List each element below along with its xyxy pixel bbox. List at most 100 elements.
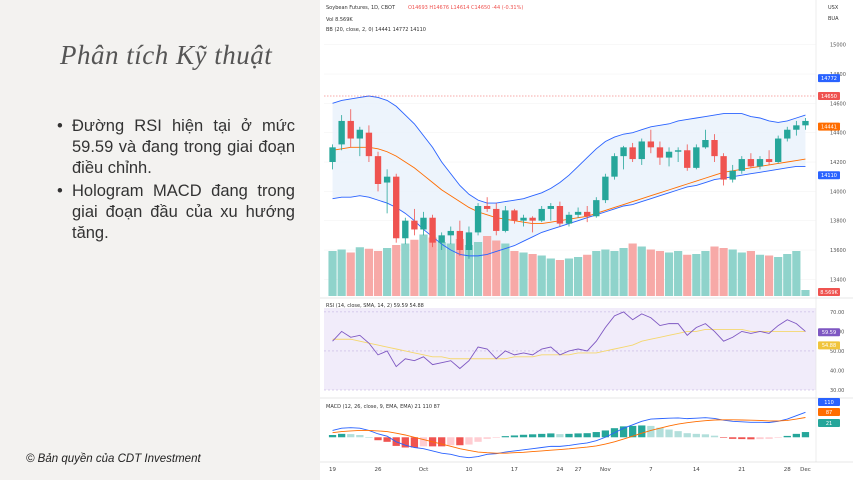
volume-bar [719, 248, 728, 296]
volume-bar [364, 248, 374, 296]
volume-bar [628, 243, 637, 296]
candle-body[interactable] [393, 176, 400, 239]
candle-body[interactable] [729, 170, 736, 180]
bb-lower-tag: 14110 [821, 173, 837, 179]
histogram-value-tag-bg [818, 419, 840, 427]
candle-body[interactable] [620, 147, 627, 157]
volume-bar [610, 251, 619, 296]
macd-histogram-bar [710, 435, 719, 438]
volume-bar [783, 254, 792, 296]
candle-body[interactable] [547, 206, 554, 209]
macd-histogram-bar [447, 437, 455, 446]
candle-body[interactable] [802, 120, 809, 126]
bb-mid-tag-bg [818, 122, 840, 131]
candle-body[interactable] [638, 141, 645, 160]
candle-body[interactable] [374, 156, 382, 184]
candle-body[interactable] [629, 147, 636, 160]
candle-body[interactable] [383, 176, 391, 183]
bullet-list: Đường RSI hiện tại ở mức 59.59 và đang t… [55, 116, 295, 246]
candle-body[interactable] [538, 208, 545, 221]
volume-bar [455, 239, 464, 296]
candle-body[interactable] [693, 147, 700, 168]
candle-body[interactable] [611, 156, 618, 177]
volume-bar [692, 254, 701, 296]
volume-bar [546, 258, 555, 296]
candle-body[interactable] [565, 214, 573, 224]
candle-body[interactable] [411, 220, 418, 230]
volume-bar [710, 246, 719, 296]
time-axis-tick: 17 [511, 467, 518, 473]
candle-body[interactable] [665, 151, 673, 158]
rsi-axis-tick: 50.00 [830, 349, 844, 355]
candle-body[interactable] [402, 220, 409, 239]
candle-body[interactable] [474, 206, 482, 233]
candle-body[interactable] [483, 206, 491, 209]
macd-histogram-bar [756, 437, 764, 440]
candle-body[interactable] [765, 159, 773, 162]
candle-body[interactable] [656, 147, 664, 158]
last-price-tag-bg [818, 92, 840, 100]
candle-body[interactable] [511, 210, 518, 221]
trading-chart[interactable]: 1500014800146001440014200140001380013600… [320, 0, 853, 480]
candle-body[interactable] [420, 217, 427, 230]
rsi-axis-tick: 30.00 [830, 388, 844, 394]
macd-histogram-bar [601, 430, 610, 438]
macd-histogram-bar [338, 433, 346, 438]
candle-body[interactable] [556, 206, 564, 224]
candle-body[interactable] [520, 217, 527, 221]
bullet-rsi: Đường RSI hiện tại ở mức 59.59 và đang t… [55, 116, 295, 179]
candle-body[interactable] [584, 211, 591, 217]
candle-body[interactable] [684, 150, 691, 168]
candle-body[interactable] [438, 235, 445, 243]
currency-sub-label: BUA [828, 16, 839, 22]
candle-body[interactable] [338, 120, 345, 145]
rsi-axis-tick: 70.00 [830, 310, 844, 316]
candle-body[interactable] [702, 140, 709, 148]
volume-bar [746, 251, 755, 296]
price-axis-tick: 13600 [830, 248, 846, 254]
candle-body[interactable] [593, 200, 600, 217]
candle-body[interactable] [347, 120, 354, 139]
chart-svg[interactable]: 1500014800146001440014200140001380013600… [320, 0, 853, 480]
macd-histogram-bar [410, 437, 419, 448]
candle-body[interactable] [456, 230, 464, 250]
candle-body[interactable] [447, 230, 454, 236]
candle-body[interactable] [647, 141, 655, 148]
signal-value-tag-bg [818, 408, 840, 416]
candle-body[interactable] [356, 129, 364, 139]
macd-histogram-bar [638, 425, 646, 438]
macd-histogram-bar [792, 433, 800, 438]
candle-body[interactable] [720, 156, 727, 180]
time-axis-tick: Nov [600, 467, 611, 473]
candle-body[interactable] [602, 176, 609, 201]
candle-body[interactable] [329, 147, 336, 162]
volume-bar [483, 236, 492, 296]
rsi-value-tag: 59.59 [822, 330, 836, 336]
time-axis-tick: 19 [329, 467, 336, 473]
macd-histogram-bar [801, 432, 810, 438]
candle-body[interactable] [465, 232, 473, 250]
macd-value-tag-bg [818, 398, 840, 406]
candle-body[interactable] [793, 125, 800, 130]
rsi-value-tag-bg [818, 328, 840, 337]
candle-body[interactable] [674, 150, 682, 152]
volume-bar [592, 251, 601, 296]
time-axis-tick: 27 [575, 467, 582, 473]
candle-body[interactable] [711, 140, 718, 157]
candle-body[interactable] [747, 159, 755, 167]
candle-body[interactable] [738, 159, 745, 171]
volume-bar [492, 240, 501, 296]
macd-histogram-bar [374, 437, 382, 441]
last-price-tag: 14650 [821, 94, 837, 100]
macd-histogram-bar [501, 436, 509, 438]
time-axis-tick: 10 [465, 467, 472, 473]
candle-body[interactable] [429, 217, 436, 243]
candle-body[interactable] [529, 217, 536, 221]
candle-body[interactable] [493, 208, 500, 231]
candle-body[interactable] [756, 159, 764, 167]
candle-body[interactable] [365, 132, 373, 157]
candle-body[interactable] [574, 211, 582, 215]
candle-body[interactable] [774, 138, 782, 162]
candle-body[interactable] [502, 210, 509, 231]
candle-body[interactable] [784, 129, 791, 139]
